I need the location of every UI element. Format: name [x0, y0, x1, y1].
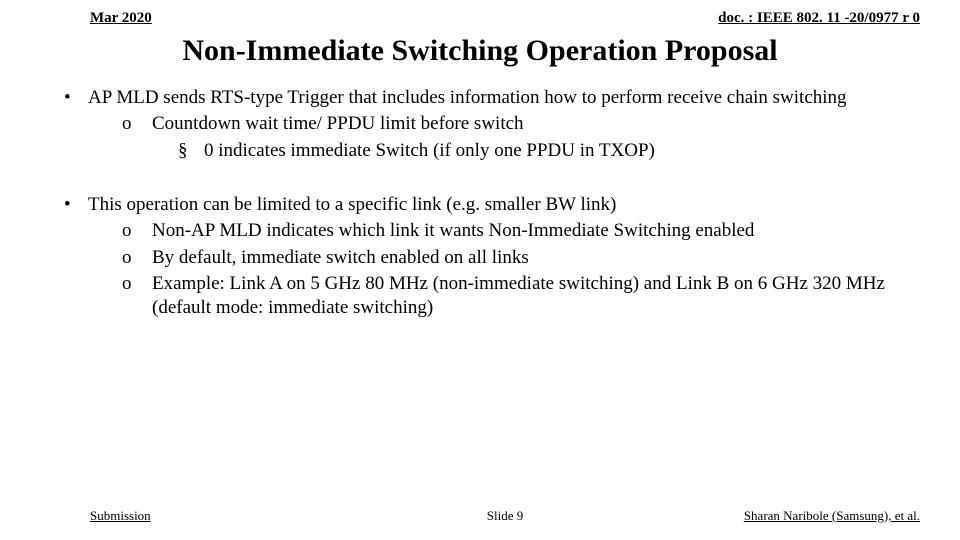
bullet-text: Example: Link A on 5 GHz 80 MHz (non-imm… — [152, 272, 900, 321]
footer-left: Submission — [90, 508, 151, 524]
header: Mar 2020 doc. : IEEE 802. 11 -20/0977 r … — [90, 10, 920, 27]
bullet-text: Countdown wait time/ PPDU limit before s… — [152, 112, 900, 136]
footer-right: Sharan Naribole (Samsung), et al. — [744, 508, 920, 524]
bullet-text: Non-AP MLD indicates which link it wants… — [152, 219, 900, 243]
bullet-level-2: oExample: Link A on 5 GHz 80 MHz (non-im… — [122, 272, 900, 321]
bullet-level-3: §0 indicates immediate Switch (if only o… — [178, 139, 900, 163]
bullet-gap — [60, 165, 900, 193]
bullet-level-1: •This operation can be limited to a spec… — [60, 193, 900, 217]
footer-center: Slide 9 — [487, 508, 523, 524]
bullet-marker: § — [178, 139, 204, 163]
bullet-text: AP MLD sends RTS-type Trigger that inclu… — [88, 86, 900, 110]
bullet-marker: o — [122, 219, 152, 243]
bullet-marker: o — [122, 246, 152, 270]
bullet-text: 0 indicates immediate Switch (if only on… — [204, 139, 900, 163]
bullet-level-2: oNon-AP MLD indicates which link it want… — [122, 219, 900, 243]
bullet-level-2: oBy default, immediate switch enabled on… — [122, 246, 900, 270]
bullet-marker: o — [122, 112, 152, 136]
bullet-text: This operation can be limited to a speci… — [88, 193, 900, 217]
footer: Submission Slide 9 Sharan Naribole (Sams… — [90, 508, 920, 524]
bullet-marker: • — [60, 193, 88, 217]
bullet-text: By default, immediate switch enabled on … — [152, 246, 900, 270]
bullet-level-2: oCountdown wait time/ PPDU limit before … — [122, 112, 900, 136]
bullet-marker: • — [60, 86, 88, 110]
bullet-marker: o — [122, 272, 152, 321]
bullet-level-1: •AP MLD sends RTS-type Trigger that incl… — [60, 86, 900, 110]
header-docref: doc. : IEEE 802. 11 -20/0977 r 0 — [718, 10, 920, 27]
content: •AP MLD sends RTS-type Trigger that incl… — [60, 86, 900, 323]
header-date: Mar 2020 — [90, 10, 152, 27]
page-title: Non-Immediate Switching Operation Propos… — [0, 34, 960, 68]
